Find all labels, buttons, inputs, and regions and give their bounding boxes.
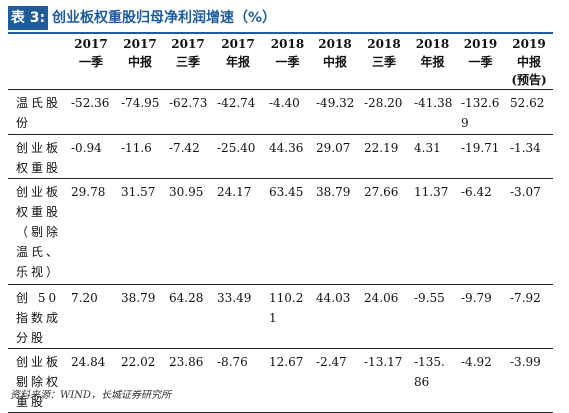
table-cell: -7.92 [505, 284, 553, 349]
column-header: 2018 年报 [409, 34, 456, 90]
table-cell: 33.49 [212, 284, 264, 349]
table-cell: 38.79 [116, 284, 164, 349]
table-cell: 12.67 [264, 348, 311, 413]
table-cell: -9.55 [409, 284, 456, 349]
table-cell: 63.45 [264, 178, 311, 285]
table-cell: 110.21 [264, 284, 311, 349]
column-header: 2017 年报 [212, 34, 264, 90]
table-cell: -74.95 [116, 89, 164, 135]
source-note: 资料来源：WIND，长城证券研究所 [10, 390, 171, 401]
column-header: 2019 中报 (预告) [505, 34, 553, 90]
row-label: 温氏股份 [8, 89, 66, 135]
table-cell: 4.31 [409, 134, 456, 179]
table-cell: -132.69 [456, 89, 505, 135]
table-cell: -13.17 [359, 348, 409, 413]
row-label: 创业板权重股（剔除温氏、乐视） [8, 178, 66, 285]
table-cell: 27.66 [359, 178, 409, 285]
table-row: 创业板权重股（剔除温氏、乐视） 29.78 31.57 30.95 24.17 … [8, 178, 553, 285]
row-label: 创业板剔除权重股 [8, 348, 66, 413]
column-header: 2018 一季 [264, 34, 311, 90]
table-number-badge: 表 3: [8, 6, 48, 30]
table-row: 创 50 指数成分股 7.20 38.79 64.28 33.49 110.21… [8, 284, 553, 349]
column-header: 2018 中报 [311, 34, 359, 90]
table-cell: -4.40 [264, 89, 311, 135]
table-cell: -135.86 [409, 348, 456, 413]
table-cell: -41.38 [409, 89, 456, 135]
table-cell: 24.06 [359, 284, 409, 349]
table-cell: 22.19 [359, 134, 409, 179]
table-cell: -28.20 [359, 89, 409, 135]
table-cell: 23.86 [164, 348, 212, 413]
table-cell: 44.36 [264, 134, 311, 179]
table-cell: 24.17 [212, 178, 264, 285]
column-header: 2017 中报 [116, 34, 164, 90]
row-label: 创业板权重股 [8, 134, 66, 179]
column-header: 2018 三季 [359, 34, 409, 90]
table-cell: 24.84 [66, 348, 116, 413]
table-cell: -62.73 [164, 89, 212, 135]
table-cell: 52.62 [505, 89, 553, 135]
table-title: 创业板权重股归母净利润增速（%） [52, 10, 277, 26]
table-row: 创业板权重股 -0.94 -11.6 -7.42 -25.40 44.36 29… [8, 134, 553, 179]
table-row: 创业板剔除权重股 24.84 22.02 23.86 -8.76 12.67 -… [8, 348, 553, 413]
table-cell: 64.28 [164, 284, 212, 349]
table-cell: 7.20 [66, 284, 116, 349]
table-cell: 11.37 [409, 178, 456, 285]
table-cell: -42.74 [212, 89, 264, 135]
table-cell: -4.92 [456, 348, 505, 413]
table-title-bar: 表 3: 创业板权重股归母净利润增速（%） [8, 6, 553, 34]
table-cell: 44.03 [311, 284, 359, 349]
table-cell: 22.02 [116, 348, 164, 413]
header-row: 2017 一季 2017 中报 2017 三季 2017 年报 2018 一季 2018 中… [8, 34, 553, 90]
table-cell: 29.07 [311, 134, 359, 179]
table-cell: -49.32 [311, 89, 359, 135]
column-header: 2017 三季 [164, 34, 212, 90]
table-cell: -3.07 [505, 178, 553, 285]
table-cell: -1.34 [505, 134, 553, 179]
table-row: 温氏股份 -52.36 -74.95 -62.73 -42.74 -4.40 -… [8, 89, 553, 135]
table-cell: 30.95 [164, 178, 212, 285]
table-cell: -0.94 [66, 134, 116, 179]
table-cell: -6.42 [456, 178, 505, 285]
profit-growth-table: 2017 一季 2017 中报 2017 三季 2017 年报 2018 一季 2018 中… [8, 34, 553, 413]
table-cell: -52.36 [66, 89, 116, 135]
table-cell: 29.78 [66, 178, 116, 285]
column-header: 2019 一季 [456, 34, 505, 90]
table-cell: 38.79 [311, 178, 359, 285]
table-cell: -8.76 [212, 348, 264, 413]
table-cell: -25.40 [212, 134, 264, 179]
table-cell: -11.6 [116, 134, 164, 179]
row-label: 创 50 指数成分股 [8, 284, 66, 349]
column-header: 2017 一季 [66, 34, 116, 90]
header-corner [8, 34, 66, 90]
table-cell: -3.99 [505, 348, 553, 413]
table-cell: 31.57 [116, 178, 164, 285]
table-cell: -2.47 [311, 348, 359, 413]
table-cell: -19.71 [456, 134, 505, 179]
table-cell: -7.42 [164, 134, 212, 179]
table-cell: -9.79 [456, 284, 505, 349]
